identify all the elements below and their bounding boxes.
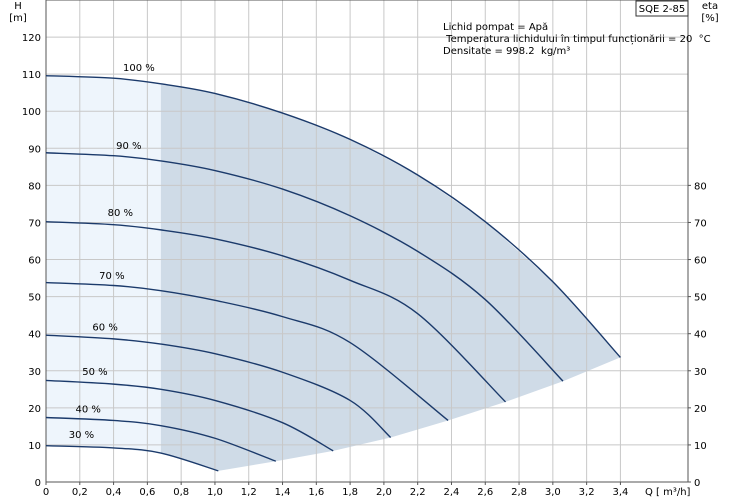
y-left-tick-label: 110 bbox=[22, 70, 41, 81]
curve-label: 100 % bbox=[123, 63, 155, 74]
y-left-tick-label: 90 bbox=[28, 144, 41, 155]
y-left-tick-label: 50 bbox=[28, 293, 41, 304]
y-left-tick-labels: 0 10 20 30 40 50 60 70 80 90 100 110 120 bbox=[22, 33, 41, 489]
x-tick-label: 0,8 bbox=[173, 487, 189, 498]
curve-label: 90 % bbox=[116, 141, 141, 152]
curve-80-percent bbox=[45, 221, 507, 403]
y-right-tick-label: 0 bbox=[694, 478, 700, 489]
y-left-axis-symbol: H bbox=[14, 1, 22, 12]
x-tick-label: 3,2 bbox=[579, 487, 595, 498]
x-tick-label: 0 bbox=[43, 487, 49, 498]
x-tick-label: 1,8 bbox=[342, 487, 358, 498]
x-tick-label: 2,6 bbox=[477, 487, 493, 498]
y-right-tick-label: 70 bbox=[694, 218, 707, 229]
plot-frame bbox=[45, 0, 689, 483]
x-tick-label: 2,2 bbox=[410, 487, 426, 498]
min-flow-area bbox=[46, 75, 161, 454]
x-axis-unit: [ m³/h] bbox=[656, 487, 691, 498]
curve-label: 80 % bbox=[108, 208, 133, 219]
y-right-tick-label: 10 bbox=[694, 441, 707, 452]
curve-90-percent bbox=[45, 152, 564, 382]
x-axis-symbol: Q bbox=[645, 487, 653, 498]
y-left-tick-label: 70 bbox=[28, 218, 41, 229]
y-left-tick-label: 30 bbox=[28, 367, 41, 378]
x-tick-label: 3,4 bbox=[612, 487, 628, 498]
info-density: Densitate = 998.2 kg/m³ bbox=[443, 46, 570, 57]
y-left-tick-label: 20 bbox=[28, 404, 41, 415]
curve-label: 50 % bbox=[82, 367, 107, 378]
y-right-tick-label: 60 bbox=[694, 256, 707, 267]
y-left-tick-label: 120 bbox=[22, 33, 41, 44]
y-left-tick-label: 10 bbox=[28, 441, 41, 452]
x-tick-label: 3,0 bbox=[545, 487, 561, 498]
x-tick-label: 2,8 bbox=[511, 487, 527, 498]
y-left-tick-label: 60 bbox=[28, 256, 41, 267]
y-right-tick-label: 80 bbox=[694, 181, 707, 192]
y-right-tick-labels: 0 10 20 30 40 50 60 70 80 bbox=[688, 181, 707, 489]
x-tick-label: 1,0 bbox=[207, 487, 223, 498]
curve-100-percent bbox=[45, 74, 621, 358]
x-tick-label: 2,0 bbox=[376, 487, 392, 498]
curve-label: 30 % bbox=[69, 430, 94, 441]
curve-series bbox=[45, 74, 621, 472]
x-tick-label: 1,4 bbox=[275, 487, 291, 498]
x-tick-label: 1,2 bbox=[241, 487, 257, 498]
curve-70-percent bbox=[45, 281, 449, 421]
x-tick-label: 1,6 bbox=[308, 487, 324, 498]
x-tick-label: 2,4 bbox=[444, 487, 460, 498]
x-tick-label: 0,2 bbox=[72, 487, 88, 498]
y-right-tick-label: 50 bbox=[694, 293, 707, 304]
curve-50-percent bbox=[45, 379, 334, 452]
info-temperature: Temperatura lichidului în timpul funcțio… bbox=[443, 33, 711, 45]
y-right-tick-label: 20 bbox=[694, 404, 707, 415]
curve-60-percent bbox=[45, 334, 392, 439]
y-right-tick-label: 40 bbox=[694, 330, 707, 341]
curve-label: 60 % bbox=[92, 323, 117, 334]
plot-border bbox=[45, 0, 689, 483]
y-left-tick-label: 100 bbox=[22, 107, 41, 118]
y-left-tick-label: 0 bbox=[35, 478, 41, 489]
info-fluid: Lichid pompat = Apă bbox=[443, 22, 548, 33]
curve-labels: 100 % 90 % 80 % 70 % 60 % 50 % 40 % 30 % bbox=[69, 63, 155, 441]
x-tick-labels: 0 0,2 0,4 0,6 0,8 1,0 1,2 1,4 1,6 1,8 2,0 2,2 2,4 2,6… bbox=[43, 482, 628, 498]
y-left-tick-label: 40 bbox=[28, 330, 41, 341]
y-left-tick-label: 80 bbox=[28, 181, 41, 192]
x-tick-label: 0,4 bbox=[106, 487, 122, 498]
curve-30-percent bbox=[45, 444, 219, 472]
curve-label: 70 % bbox=[99, 271, 124, 282]
model-badge-box bbox=[635, 0, 689, 17]
grid-lines bbox=[46, 0, 688, 482]
y-left-axis-unit: [m] bbox=[9, 13, 27, 24]
x-tick-label: 0,6 bbox=[139, 487, 155, 498]
curve-40-percent bbox=[45, 416, 277, 462]
model-badge: SQE 2-85 bbox=[639, 4, 685, 15]
curve-label: 40 % bbox=[76, 404, 101, 415]
y-right-tick-label: 30 bbox=[694, 367, 707, 378]
y-right-axis-symbol: eta bbox=[702, 1, 718, 12]
y-right-axis-unit: [%] bbox=[701, 13, 718, 24]
